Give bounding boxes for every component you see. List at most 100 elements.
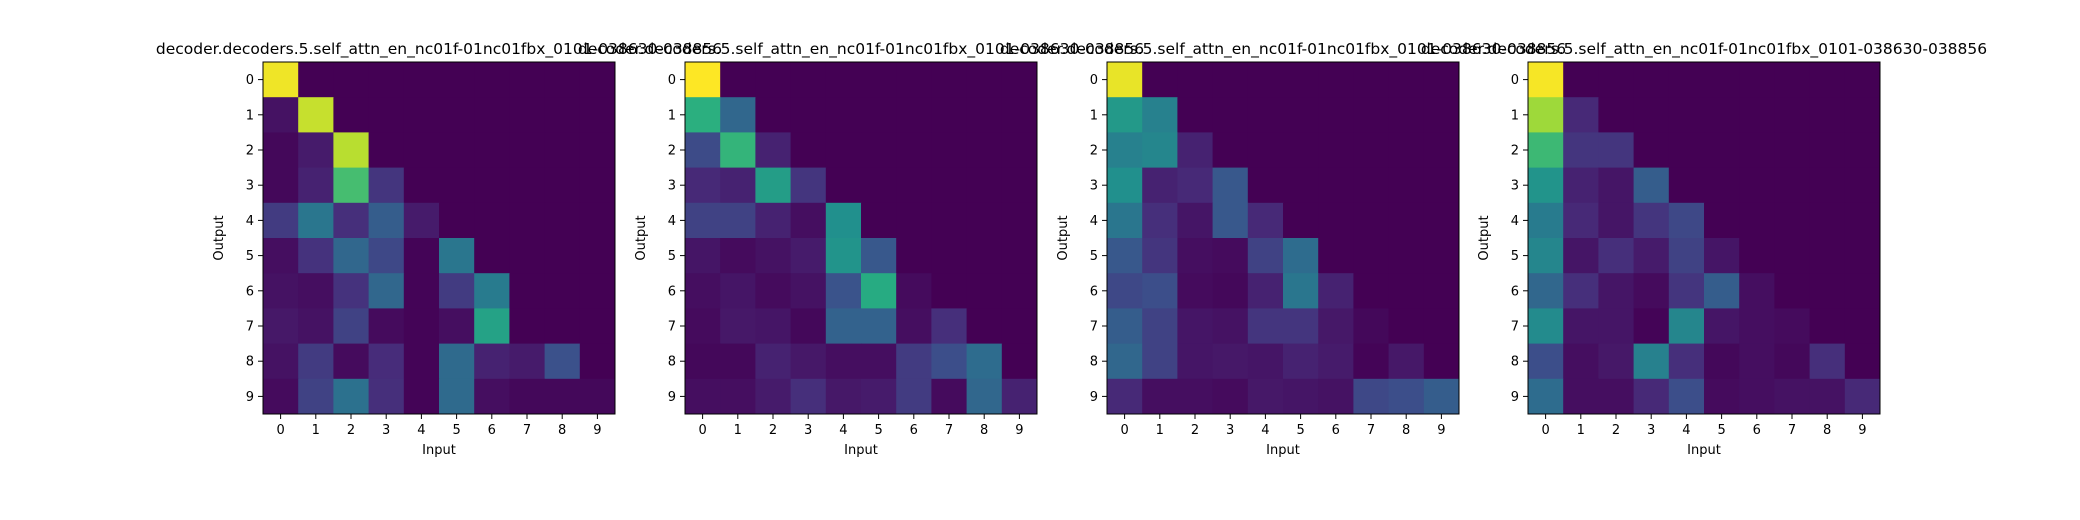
plot-frame <box>262 61 616 415</box>
heatmap-cell <box>1283 308 1319 345</box>
heatmap-cell <box>755 273 792 309</box>
y-tick-label: 4 <box>246 214 254 229</box>
x-tick-label: 6 <box>910 423 918 438</box>
y-tick-label: 2 <box>668 144 676 159</box>
heatmap-cell <box>1247 202 1284 239</box>
heatmap-cell <box>1739 167 1775 204</box>
heatmap-cell <box>439 378 475 415</box>
x-tick-label: 4 <box>1261 423 1269 438</box>
heatmap-cell <box>403 378 440 415</box>
heatmap-cell <box>263 167 299 204</box>
heatmap-cell <box>403 62 440 98</box>
heatmap-cell <box>790 132 827 169</box>
heatmap-cell <box>1528 308 1564 345</box>
heatmap-cell <box>1668 167 1705 204</box>
heatmap-cell <box>1283 343 1319 380</box>
heatmap-cell <box>825 378 862 415</box>
heatmap-cell <box>368 378 405 415</box>
x-tick-label: 9 <box>1437 423 1445 438</box>
x-axis-label: Input <box>844 443 878 458</box>
x-tick-label: 3 <box>1226 423 1234 438</box>
heatmap-cell <box>1668 308 1705 345</box>
heatmap-cell <box>403 132 440 169</box>
heatmap-cell <box>1423 378 1460 415</box>
chart-title: decoder.decoders.5.self_attn_en_nc01f-01… <box>1421 40 1987 59</box>
x-tick-label: 5 <box>452 423 460 438</box>
heatmap-cell <box>1774 308 1811 345</box>
heatmap-cell <box>403 273 440 309</box>
heatmap-cell <box>1633 378 1670 415</box>
x-tick-label: 5 <box>874 423 882 438</box>
heatmap-cell <box>1107 97 1143 133</box>
heatmap-cell <box>1598 238 1635 274</box>
heatmap-cell <box>755 378 792 415</box>
heatmap-cell <box>896 62 932 98</box>
heatmap-cell <box>755 132 792 169</box>
heatmap-cell <box>790 273 827 309</box>
heatmap-cell <box>1809 378 1846 415</box>
y-axis-label: Output <box>634 215 649 260</box>
heatmap-cell <box>861 238 897 274</box>
heatmap-cell <box>439 62 475 98</box>
heatmap-cell <box>439 273 475 309</box>
heatmap-cell <box>474 273 510 309</box>
heatmap-cell <box>544 343 581 380</box>
heatmap-cell <box>509 378 546 415</box>
heatmap-cell <box>1142 132 1178 169</box>
heatmap-cell <box>1177 238 1214 274</box>
heatmap-cell <box>1844 202 1881 239</box>
heatmap-cell <box>333 378 370 415</box>
heatmap-cell <box>509 273 546 309</box>
heatmap-cell <box>298 308 334 345</box>
heatmap-cell <box>579 167 616 204</box>
heatmap-cell <box>1247 97 1284 133</box>
heatmap-cell <box>1353 343 1390 380</box>
heatmap-cell <box>1633 238 1670 274</box>
y-tick-label: 4 <box>1090 214 1098 229</box>
heatmap-cell <box>931 308 968 345</box>
heatmap-cell <box>896 378 932 415</box>
y-tick-label: 5 <box>668 249 676 264</box>
heatmap-cell <box>861 308 897 345</box>
y-tick-label: 9 <box>668 390 676 405</box>
heatmap-cell <box>1142 308 1178 345</box>
heatmap-cell <box>1774 167 1811 204</box>
heatmap-cell <box>1739 378 1775 415</box>
heatmap-cell <box>263 273 299 309</box>
heatmap-cell <box>1528 343 1564 380</box>
heatmap-cell <box>368 202 405 239</box>
heatmap-cell <box>1212 238 1249 274</box>
heatmap-cell <box>1142 238 1178 274</box>
heatmap-cell <box>1809 238 1846 274</box>
heatmap-cell <box>403 97 440 133</box>
heatmap-cell <box>298 343 334 380</box>
heatmap-cell <box>825 167 862 204</box>
heatmap-cell <box>896 238 932 274</box>
x-tick-label: 3 <box>1647 423 1655 438</box>
heatmap-cell <box>1353 62 1390 98</box>
heatmap-cell <box>333 238 370 274</box>
heatmap-cell <box>1844 343 1881 380</box>
heatmap-cell <box>720 62 756 98</box>
x-tick-label: 7 <box>945 423 953 438</box>
x-tick-label: 0 <box>698 423 706 438</box>
heatmap-cell <box>931 202 968 239</box>
heatmap-cell <box>1528 62 1564 98</box>
heatmap-cell <box>1704 167 1740 204</box>
heatmap-cell <box>1844 273 1881 309</box>
heatmap-cell <box>1739 132 1775 169</box>
heatmap-cell <box>1318 273 1354 309</box>
heatmap-cell <box>825 97 862 133</box>
heatmap-cell <box>298 167 334 204</box>
heatmap-cell <box>1001 62 1038 98</box>
heatmap-cell <box>685 378 721 415</box>
heatmap-cell <box>1318 378 1354 415</box>
heatmap-cell <box>1388 132 1425 169</box>
heatmap-cell <box>263 343 299 380</box>
heatmap-cell <box>1423 202 1460 239</box>
heatmap-cell <box>1423 238 1460 274</box>
heatmap-cell <box>368 97 405 133</box>
heatmap-cell <box>333 202 370 239</box>
x-tick-label: 8 <box>1402 423 1410 438</box>
heatmap-cell <box>685 62 721 98</box>
